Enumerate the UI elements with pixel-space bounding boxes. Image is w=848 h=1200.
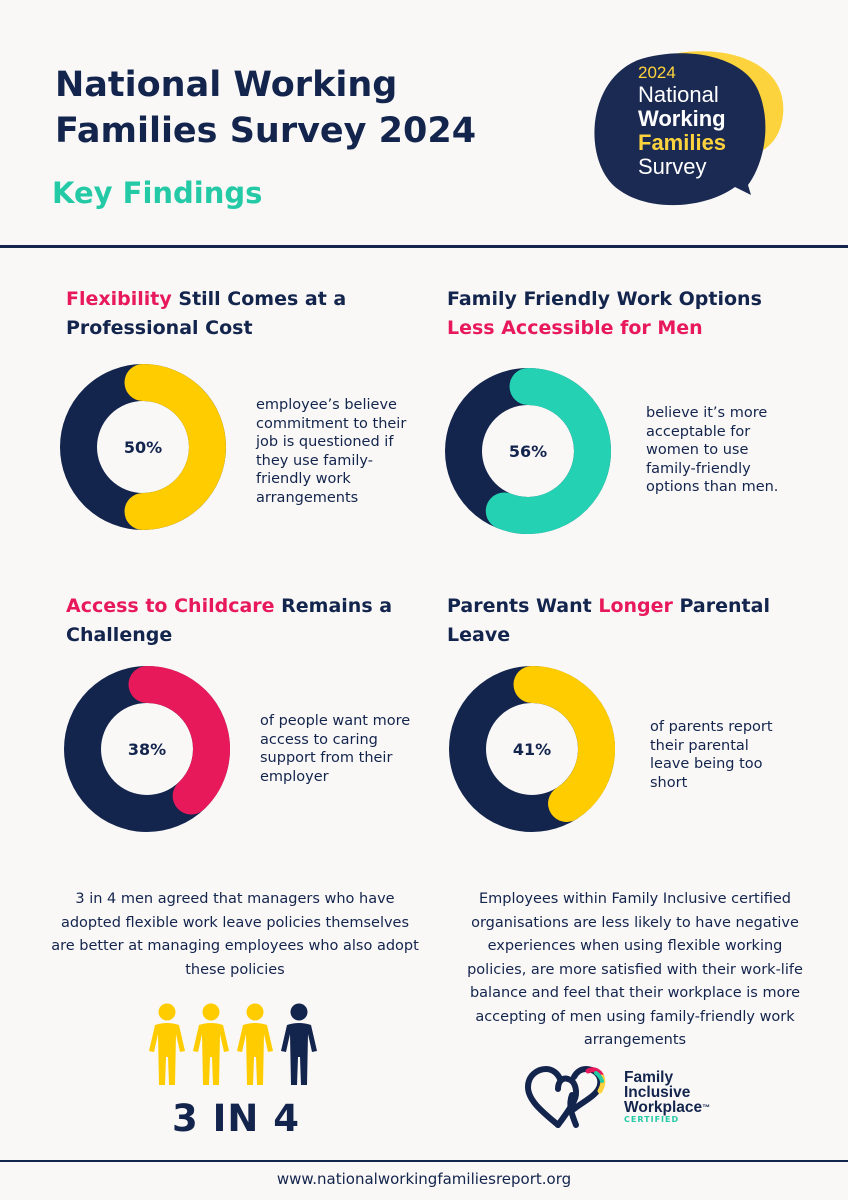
page-title: National Working Families Survey 2024 — [55, 62, 575, 154]
finding-description: of parents report their parental leave b… — [650, 719, 773, 791]
page-subtitle: Key Findings — [52, 176, 263, 210]
donut-segment — [485, 368, 611, 534]
percent-label: 50% — [123, 437, 163, 457]
logo-line-3: Families — [638, 130, 727, 155]
finding-title-highlight: Less Accessible for Men — [447, 317, 703, 339]
people-figures — [145, 1003, 327, 1087]
badge-line-2: Inclusive — [624, 1084, 691, 1101]
logo-line-2: Working — [638, 106, 726, 131]
hearts-icon — [524, 1065, 606, 1128]
certified-label: CERTIFIED — [624, 1115, 680, 1124]
website-link[interactable]: www.nationalworkingfamiliesreport.org — [276, 1170, 572, 1188]
finding-title-rest: Remains a Challenge — [66, 595, 393, 646]
certified-orgs-text: Employees within Family Inclusive certif… — [467, 891, 803, 1048]
person-icon — [237, 1003, 273, 1085]
percent-label: 38% — [127, 739, 167, 759]
trademark-mark: ™ — [702, 1103, 711, 1112]
percent-label: 41% — [512, 739, 552, 759]
badge-line-1: Family — [624, 1069, 674, 1086]
donut-segment — [124, 364, 226, 530]
donut-segment — [513, 666, 615, 822]
donut-chart: 50% — [60, 364, 226, 530]
header-divider — [0, 245, 848, 248]
finding-title: Access to Childcare Remains a Challenge — [66, 592, 416, 650]
person-icon — [149, 1003, 185, 1085]
finding-title-prefix: Parents Want — [447, 595, 599, 617]
finding-title-highlight: Access to Childcare — [66, 595, 275, 617]
survey-logo: 2024 National Working Families Survey — [583, 45, 793, 220]
finding-title: Parents Want Longer Parental Leave — [447, 592, 797, 650]
men-managers-text: 3 in 4 men agreed that managers who have… — [51, 891, 419, 978]
logo-line-1: National — [638, 82, 719, 107]
family-inclusive-badge: Family Inclusive Workplace™ CERTIFIED — [624, 1070, 710, 1124]
badge-line-3-text: Workplace — [624, 1099, 703, 1116]
title-line-1: National Working — [55, 65, 398, 105]
finding-title-highlight: Flexibility — [66, 288, 172, 310]
finding-title: Family Friendly Work Options Less Accessi… — [447, 285, 807, 343]
logo-year: 2024 — [638, 63, 676, 82]
three-in-four-label: 3 IN 4 — [172, 1097, 300, 1140]
donut-chart: 41% — [449, 666, 615, 832]
finding-title-rest: Still Comes at a Professional Cost — [66, 288, 347, 339]
donut-chart: 56% — [445, 368, 611, 534]
finding-title-highlight: Longer — [598, 595, 673, 617]
finding-title: Flexibility Still Comes at a Professiona… — [66, 285, 406, 343]
family-inclusive-logo-mark — [524, 1065, 614, 1131]
finding-title-prefix: Family Friendly Work Options — [447, 288, 762, 310]
title-line-2: Families Survey 2024 — [55, 111, 477, 151]
finding-description: of people want more access to caring sup… — [260, 713, 411, 785]
percent-label: 56% — [508, 441, 548, 461]
finding-title-rest: Parental Leave — [447, 595, 770, 646]
person-icon — [193, 1003, 229, 1085]
logo-line-4: Survey — [638, 154, 707, 179]
badge-line-3: Workplace™ — [624, 1099, 711, 1116]
finding-description: employee’s believe commitment to their j… — [256, 397, 407, 506]
donut-segment — [128, 666, 230, 815]
finding-description: believe it’s more acceptable for women t… — [646, 405, 779, 495]
donut-chart: 38% — [64, 666, 230, 832]
person-icon — [281, 1003, 317, 1085]
speech-bubble-icon — [594, 51, 784, 206]
footer-divider — [0, 1160, 848, 1162]
